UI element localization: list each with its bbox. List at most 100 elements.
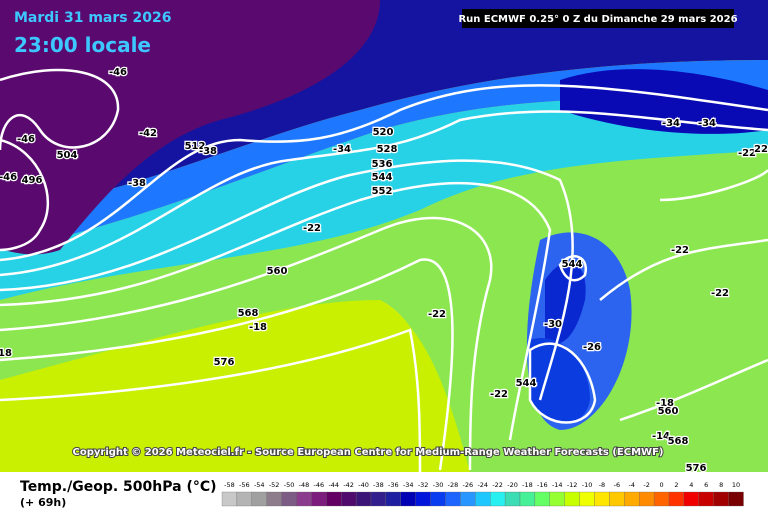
- contour-label: -22: [671, 245, 689, 256]
- legend-label: 8: [719, 481, 723, 489]
- legend-swatch: [609, 491, 625, 507]
- contour-label: 536: [372, 159, 393, 170]
- legend-swatch: [460, 491, 476, 507]
- legend-swatch: [653, 491, 670, 507]
- legend-swatch: [281, 491, 297, 507]
- contour-label: -26: [583, 342, 601, 353]
- legend-label: -54: [254, 481, 265, 489]
- legend-label: -4: [629, 481, 635, 489]
- legend-label: -22: [492, 481, 503, 489]
- legend-label: -2: [643, 481, 649, 489]
- legend-label: -52: [269, 481, 280, 489]
- contour-label: -34: [333, 144, 351, 155]
- contour-label: 552: [372, 186, 393, 197]
- contour-label: 560: [658, 406, 679, 417]
- contour-label: 544: [516, 378, 537, 389]
- contour-label: -34: [662, 118, 680, 129]
- legend-swatch: [668, 491, 685, 507]
- legend-label: -46: [314, 481, 325, 489]
- legend-label: -44: [328, 481, 339, 489]
- legend-swatch: [355, 491, 372, 507]
- contour-label: 18: [0, 348, 12, 359]
- legend-swatch: [579, 491, 595, 507]
- legend-label: -18: [522, 481, 533, 489]
- legend-label: -38: [373, 481, 384, 489]
- contour-labels: -46-46-46504496-42512-38-38-345205285365…: [0, 66, 768, 476]
- legend-label: -32: [418, 481, 429, 489]
- legend-label: -8: [599, 481, 605, 489]
- contour-label: -46: [109, 67, 127, 78]
- legend-swatch: [370, 491, 387, 507]
- contour-label: -38: [199, 146, 217, 157]
- legend-swatch: [266, 491, 282, 507]
- legend-swatch: [415, 491, 431, 507]
- footer-title: Temp./Geop. 500hPa (°C): [20, 479, 217, 495]
- legend-label: -10: [582, 481, 593, 489]
- legend-label: 10: [732, 481, 740, 489]
- legend-label: -6: [614, 481, 620, 489]
- legend-swatch: [311, 491, 327, 507]
- contour-label: -18: [249, 322, 267, 333]
- contour-label: 576: [214, 357, 235, 368]
- contour-label: -46: [0, 172, 17, 183]
- contour-label: 544: [372, 172, 393, 183]
- legend-label: -12: [567, 481, 578, 489]
- legend-swatch: [445, 491, 461, 507]
- isohypses: [0, 68, 768, 473]
- contour-label: -14: [652, 431, 670, 442]
- legend-label: -40: [358, 481, 369, 489]
- legend-label: 2: [674, 481, 678, 489]
- contour-label: 544: [562, 259, 583, 270]
- legend-label: -58: [224, 481, 235, 489]
- contour-label: 560: [267, 266, 288, 277]
- contour-label: -22: [303, 223, 321, 234]
- legend-swatch: [385, 491, 401, 507]
- legend-label: -48: [299, 481, 310, 489]
- contour-label: -38: [128, 178, 146, 189]
- legend-swatch: [639, 491, 655, 507]
- contour-label: -30: [544, 319, 562, 330]
- legend-label: -56: [239, 481, 250, 489]
- legend-swatch: [490, 491, 506, 507]
- legend-swatch: [624, 491, 640, 507]
- legend-label: -50: [284, 481, 295, 489]
- copyright: Copyright © 2026 Meteociel.fr - Source E…: [73, 447, 664, 458]
- legend-label: -24: [477, 481, 488, 489]
- legend-label: -36: [388, 481, 399, 489]
- contour-label: 512: [185, 141, 206, 152]
- legend-label: -30: [433, 481, 444, 489]
- contour-label: 496: [22, 175, 43, 186]
- legend-label: -14: [552, 481, 563, 489]
- contour-label: -34: [698, 118, 716, 129]
- legend-label: 6: [704, 481, 708, 489]
- contour-label: -18: [656, 398, 674, 409]
- date: Mardi 31 mars 2026: [14, 10, 171, 26]
- time: 23:00 locale: [14, 33, 151, 57]
- legend-label: 0: [659, 481, 663, 489]
- legend-swatch: [728, 491, 744, 507]
- legend-swatch: [475, 491, 491, 507]
- legend-swatch: [430, 491, 446, 507]
- color-legend: -58 -56 -54 -52 -50 -48 -46 -44 -42 -40 -38 -36 -34-…: [221, 481, 744, 507]
- legend-swatch: [564, 491, 580, 507]
- run-info: Run ECMWF 0.25° 0 Z du Dimanche 29 mars …: [458, 14, 737, 25]
- contour-label: 568: [238, 308, 259, 319]
- contour-label: -22: [428, 309, 446, 320]
- map-background: [0, 0, 768, 472]
- legend-swatch: [549, 491, 565, 507]
- legend-label: -34: [403, 481, 414, 489]
- legend-swatch: [221, 491, 238, 507]
- contour-label: 568: [668, 436, 689, 447]
- legend-label: -20: [507, 481, 518, 489]
- contour-label: 22: [754, 144, 768, 155]
- contour-label: -22: [711, 288, 729, 299]
- contour-label: 576: [686, 463, 707, 474]
- legend-swatch: [594, 491, 610, 507]
- legend-swatch: [341, 491, 357, 507]
- legend-swatch: [683, 491, 699, 507]
- legend-swatch: [534, 491, 550, 507]
- lead-time: (+ 69h): [20, 496, 66, 509]
- contour-label: -22: [490, 389, 508, 400]
- legend-label: -26: [463, 481, 474, 489]
